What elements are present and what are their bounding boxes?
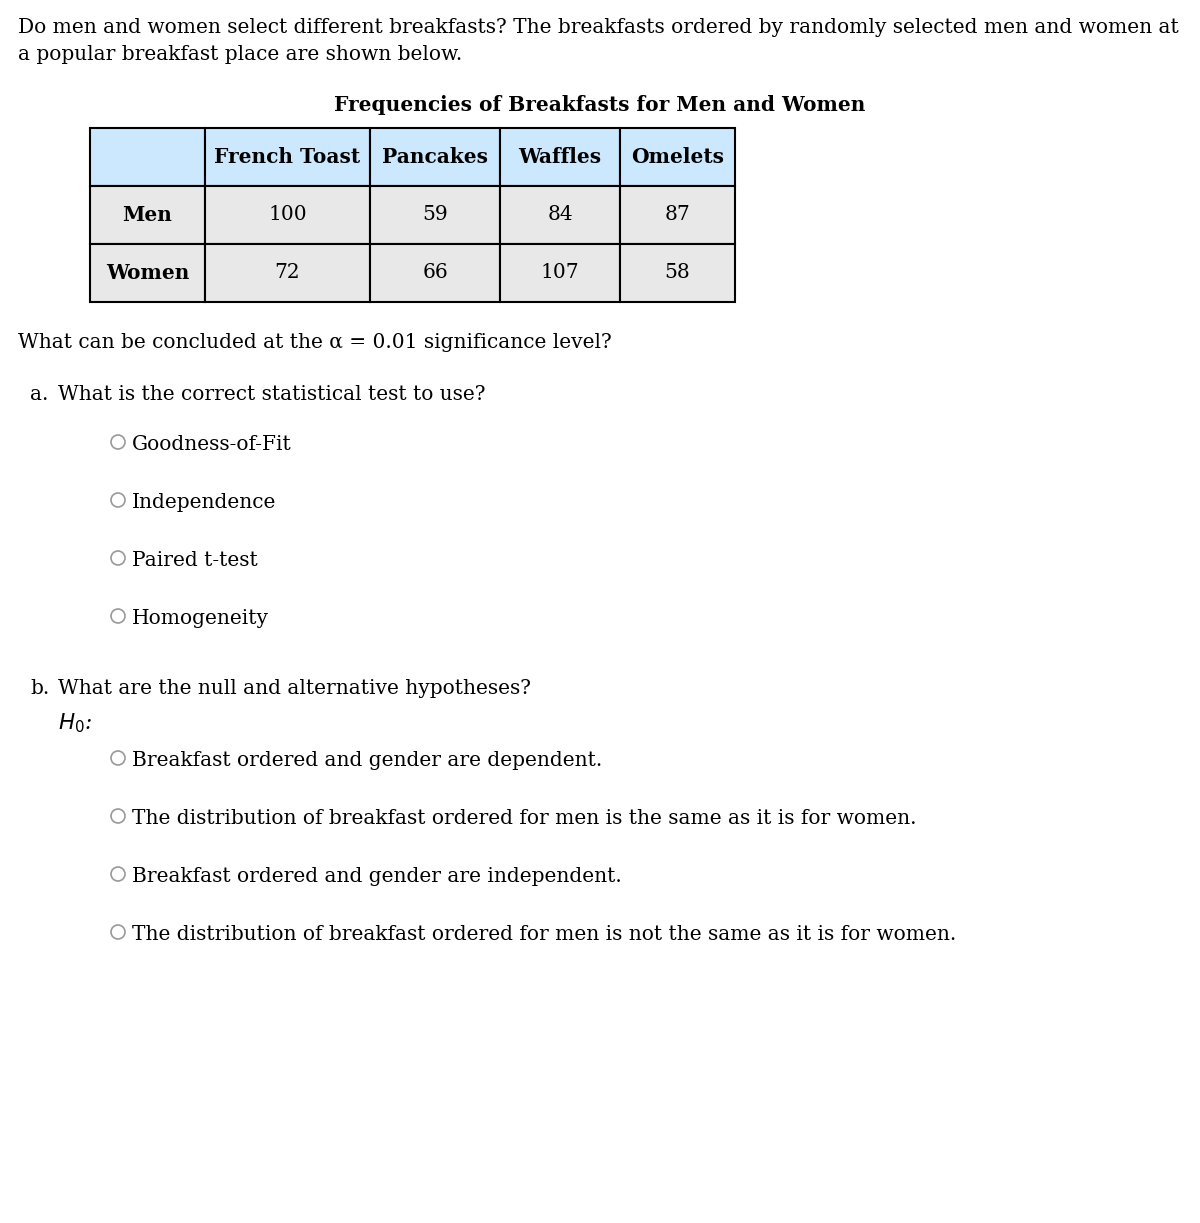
Text: 100: 100 bbox=[268, 205, 307, 225]
Text: What is the correct statistical test to use?: What is the correct statistical test to … bbox=[58, 385, 486, 404]
Bar bbox=[370, 245, 500, 302]
Bar bbox=[500, 186, 620, 245]
Bar bbox=[620, 245, 734, 302]
Text: Omelets: Omelets bbox=[631, 147, 724, 168]
Text: Women: Women bbox=[106, 263, 190, 283]
Text: a popular breakfast place are shown below.: a popular breakfast place are shown belo… bbox=[18, 45, 462, 64]
Text: Breakfast ordered and gender are dependent.: Breakfast ordered and gender are depende… bbox=[132, 751, 602, 770]
Text: The distribution of breakfast ordered for men is not the same as it is for women: The distribution of breakfast ordered fo… bbox=[132, 925, 956, 944]
Bar bbox=[500, 245, 620, 302]
Text: Breakfast ordered and gender are independent.: Breakfast ordered and gender are indepen… bbox=[132, 867, 622, 885]
Bar bbox=[90, 245, 205, 302]
Text: Homogeneity: Homogeneity bbox=[132, 609, 269, 627]
Bar bbox=[620, 128, 734, 186]
Text: What are the null and alternative hypotheses?: What are the null and alternative hypoth… bbox=[58, 679, 530, 698]
Text: Men: Men bbox=[122, 205, 173, 225]
Bar bbox=[90, 186, 205, 245]
Bar bbox=[370, 128, 500, 186]
Text: Frequencies of Breakfasts for Men and Women: Frequencies of Breakfasts for Men and Wo… bbox=[335, 95, 865, 115]
Text: 66: 66 bbox=[422, 263, 448, 283]
Text: Waffles: Waffles bbox=[518, 147, 601, 168]
Text: Pancakes: Pancakes bbox=[382, 147, 488, 168]
Text: 84: 84 bbox=[547, 205, 572, 225]
Bar bbox=[205, 186, 370, 245]
Text: $H_0$:: $H_0$: bbox=[58, 711, 92, 735]
Text: 59: 59 bbox=[422, 205, 448, 225]
Text: b.: b. bbox=[30, 679, 49, 698]
Bar bbox=[620, 186, 734, 245]
Bar bbox=[370, 186, 500, 245]
Text: 107: 107 bbox=[541, 263, 580, 283]
Bar bbox=[500, 128, 620, 186]
Text: Paired t-test: Paired t-test bbox=[132, 552, 258, 570]
Bar bbox=[205, 245, 370, 302]
Text: Independence: Independence bbox=[132, 493, 276, 512]
Text: What can be concluded at the α = 0.01 significance level?: What can be concluded at the α = 0.01 si… bbox=[18, 333, 612, 352]
Text: 87: 87 bbox=[665, 205, 690, 225]
Text: French Toast: French Toast bbox=[215, 147, 360, 168]
Text: 58: 58 bbox=[665, 263, 690, 283]
Text: a.: a. bbox=[30, 385, 48, 404]
Text: Goodness-of-Fit: Goodness-of-Fit bbox=[132, 435, 292, 454]
Bar bbox=[90, 128, 205, 186]
Bar bbox=[205, 128, 370, 186]
Text: The distribution of breakfast ordered for men is the same as it is for women.: The distribution of breakfast ordered fo… bbox=[132, 808, 917, 828]
Text: 72: 72 bbox=[275, 263, 300, 283]
Text: Do men and women select different breakfasts? The breakfasts ordered by randomly: Do men and women select different breakf… bbox=[18, 18, 1178, 37]
